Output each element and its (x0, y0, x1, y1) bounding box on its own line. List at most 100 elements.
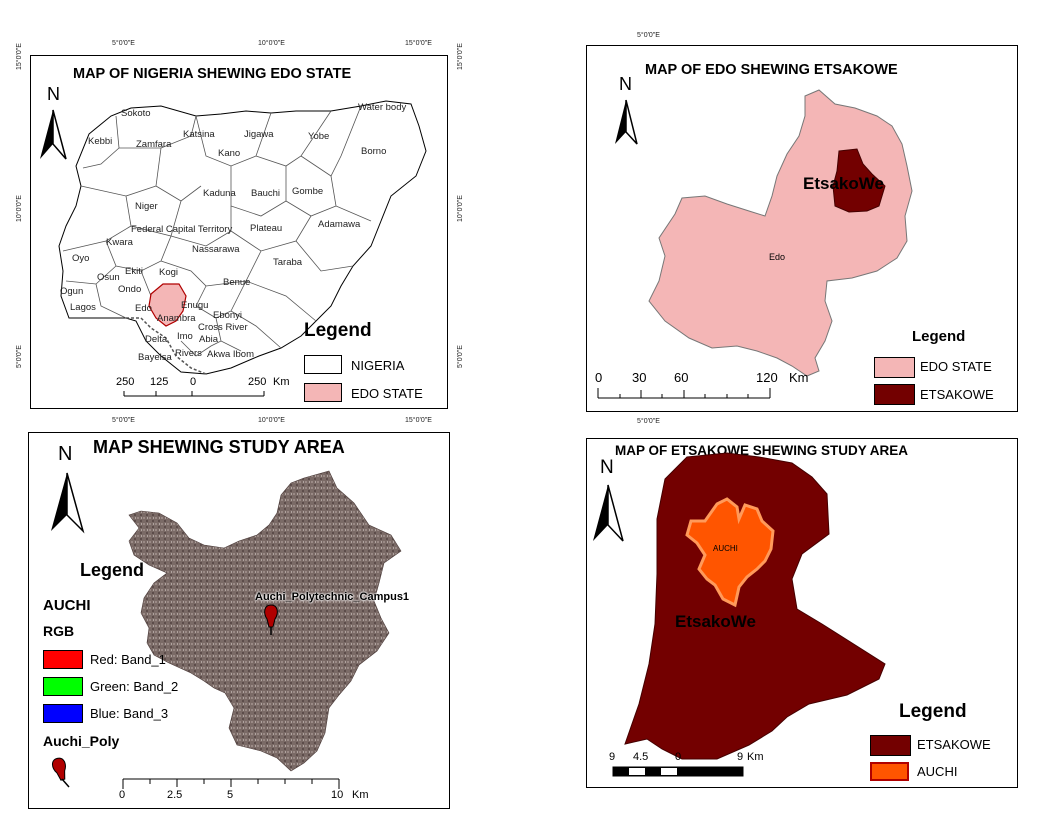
state-label: Kano (218, 148, 241, 159)
scale-label: 0 (595, 370, 603, 385)
coord-tick: 5°0'0"E (16, 345, 23, 368)
coord-tick: 5°0'0"E (637, 32, 660, 39)
state-label: Sokoto (121, 108, 151, 119)
state-label: Jigawa (244, 129, 274, 140)
scale-label: Km (789, 370, 809, 385)
blue-band-swatch (43, 704, 83, 723)
coord-tick: 10°0'0"E (16, 195, 23, 222)
state-label: Gombe (292, 186, 324, 197)
edo-legend-swatch (304, 383, 342, 402)
north-arrow-icon: N (589, 457, 627, 545)
state-label: Niger (135, 201, 158, 212)
scale-label: Km (273, 376, 290, 388)
rgb-label: RGB (43, 623, 75, 639)
north-label: N (47, 84, 60, 104)
state-label: Edo (135, 303, 152, 314)
state-label: Delta (145, 334, 168, 345)
campus-map-label: Auchi_Polytechnic_Campus1 (255, 591, 410, 603)
etsakowe-scale-bar: 9 4.5 0 9 Km (607, 749, 797, 779)
campus-marker-icon (261, 603, 281, 637)
etsakowe-map-title: MAP OF ETSAKOWE SHEWING STUDY AREA (615, 443, 909, 458)
nigeria-legend-swatch (304, 355, 342, 374)
satellite-image-area (128, 470, 402, 772)
state-label: Federal Capital Territory (131, 224, 233, 235)
etsakowe-map-label: EtsakoWe (803, 174, 884, 193)
scale-label: 60 (674, 370, 689, 385)
north-label: N (619, 74, 632, 94)
etsakowe-legend-label: ETSAKOWE (920, 387, 994, 402)
north-label: N (58, 443, 73, 465)
etsakowe-legend-label: ETSAKOWE (917, 737, 991, 752)
north-arrow-icon: N (47, 443, 87, 534)
scale-label: 250 (248, 376, 267, 388)
coord-tick: 5°0'0"E (112, 40, 135, 47)
state-label: Borno (361, 146, 387, 157)
nigeria-map-title: MAP OF NIGERIA SHEWING EDO STATE (73, 66, 352, 82)
state-label: Ondo (118, 284, 142, 295)
blue-band-label: Blue: Band_3 (90, 706, 169, 721)
scale-label: 0 (190, 376, 197, 388)
state-label: Anambra (157, 313, 196, 324)
study-area-title: MAP SHEWING STUDY AREA (93, 437, 345, 457)
coord-tick: 10°0'0"E (258, 40, 285, 47)
layer-name: AUCHI (43, 597, 91, 614)
scale-label: 120 (756, 370, 778, 385)
scale-label: 125 (150, 376, 169, 388)
scale-label: 9 (737, 751, 744, 763)
edo-legend-label: EDO STATE (351, 386, 423, 401)
scale-label: 2.5 (167, 789, 183, 801)
red-band-label: Red: Band_1 (90, 652, 166, 667)
coord-tick: 5°0'0"E (112, 417, 135, 424)
study-scale-bar: 0 2.5 5 10 Km (117, 775, 387, 805)
green-band-swatch (43, 677, 83, 696)
scale-label: Km (747, 751, 764, 763)
state-label: Cross River (198, 322, 248, 333)
auchi-shape (685, 497, 775, 608)
state-label: Kebbi (88, 136, 113, 147)
edo-state-shape (148, 283, 187, 327)
state-label: Nassarawa (192, 244, 240, 255)
coord-tick: 10°0'0"E (258, 417, 285, 424)
nigeria-outline-map (58, 100, 427, 375)
scale-label: 250 (116, 376, 135, 388)
state-label: Abia (199, 334, 219, 345)
coord-tick: 15°0'0"E (405, 417, 432, 424)
state-label: Taraba (273, 257, 303, 268)
state-label: Oyo (72, 253, 90, 264)
scale-label: Km (352, 789, 369, 801)
coord-tick: 5°0'0"E (637, 418, 660, 425)
state-label: Ekiti (125, 266, 143, 277)
auchi-map-label: AUCHI (713, 544, 738, 553)
edo-map-title: MAP OF EDO SHEWING ETSAKOWE (645, 62, 898, 78)
study-legend-title: Legend (80, 560, 145, 580)
edo-map-label: Edo (769, 252, 786, 262)
state-label: Bauchi (251, 188, 281, 199)
etsakowe-shape (832, 148, 886, 213)
scale-label: 0 (119, 789, 126, 801)
coord-tick: 5°0'0"E (457, 345, 464, 368)
state-label: Imo (177, 331, 193, 342)
coord-tick: 10°0'0"E (457, 195, 464, 222)
scale-label: 5 (227, 789, 234, 801)
etsakowe-lga-map (624, 452, 886, 760)
scale-label: 30 (632, 370, 647, 385)
state-label: Benue (223, 277, 251, 288)
scale-label: 10 (331, 789, 344, 801)
state-label: Rivers (175, 348, 202, 359)
state-label: Osun (97, 272, 120, 283)
north-label: N (600, 457, 614, 478)
etsakowe-map-panel: MAP OF ETSAKOWE SHEWING STUDY AREA N AUC… (586, 438, 1018, 788)
state-label: Adamawa (318, 219, 361, 230)
state-label: Kaduna (203, 188, 236, 199)
state-label: Yobe (308, 131, 330, 142)
state-label: Water body (358, 102, 407, 113)
nigeria-legend-label: NIGERIA (351, 358, 405, 373)
state-label: Kogi (159, 267, 179, 278)
red-band-swatch (43, 650, 83, 669)
state-label: Plateau (250, 223, 283, 234)
north-arrow-icon: N (36, 84, 70, 164)
auchi-legend-swatch (870, 762, 909, 781)
state-label: Ebonyi (213, 310, 243, 321)
etsakowe-map-label: EtsakoWe (675, 612, 756, 631)
poly-marker-icon (51, 755, 73, 789)
